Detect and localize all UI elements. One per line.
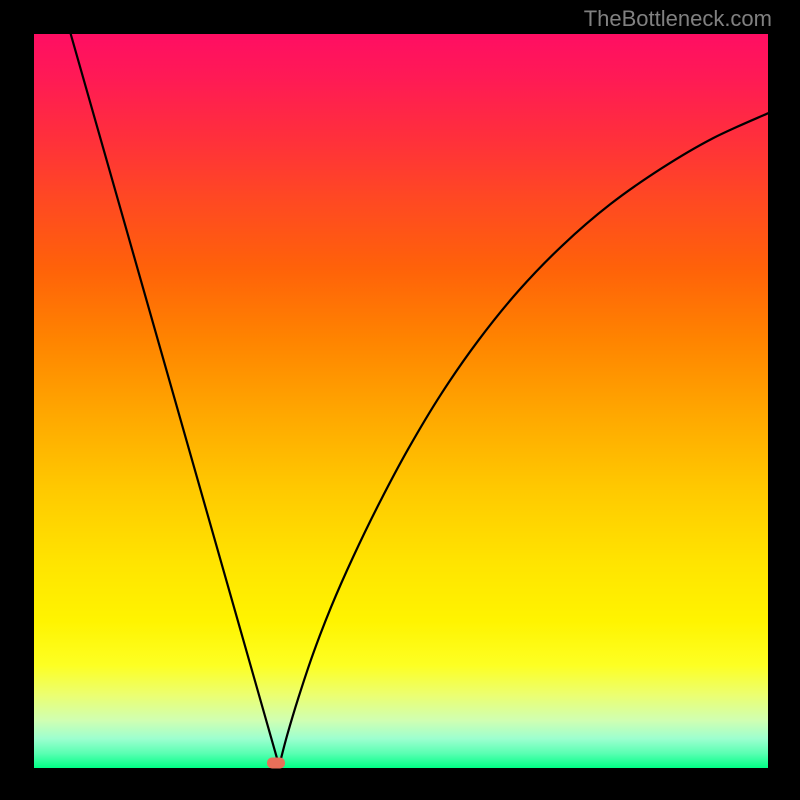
bottleneck-curve — [71, 34, 768, 763]
optimal-marker — [267, 757, 285, 768]
watermark-text: TheBottleneck.com — [584, 6, 772, 32]
plot-area — [34, 34, 768, 768]
curve-layer — [34, 34, 768, 768]
